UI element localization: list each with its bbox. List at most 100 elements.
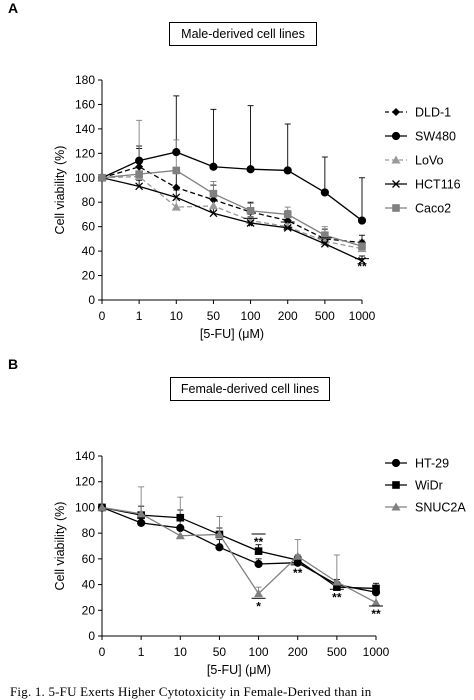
chart-0-point-Caco2 xyxy=(321,231,329,240)
chart-1-significance-mark: ** xyxy=(254,535,264,549)
chart-1-y-tick-label: 40 xyxy=(82,578,96,592)
chart-1-point-WiDr xyxy=(254,547,263,555)
chart-0-x-tick-label: 200 xyxy=(278,309,298,323)
chart-0-series-line-Caco2 xyxy=(101,169,363,247)
chart-1-significance-mark: ** xyxy=(371,607,381,621)
chart-0-significance-mark: * xyxy=(323,239,328,253)
chart-0-legend-marker-SW480 xyxy=(391,131,401,141)
chart-1-legend-label: SNUC2A xyxy=(415,501,466,515)
chart-0-point-HCT116 xyxy=(209,209,218,218)
chart-1-legend-marker-WiDr xyxy=(392,481,400,489)
chart-1-x-tick-label: 50 xyxy=(213,645,227,659)
chart-1-point-WiDr xyxy=(293,556,302,564)
chart-0-point-Caco2 xyxy=(209,189,218,198)
chart-0-point-Caco2 xyxy=(283,210,292,219)
chart-0-x-tick-label: 50 xyxy=(207,309,221,323)
chart-0-y-tick-label: 120 xyxy=(75,146,95,160)
chart-1-point-HT-29 xyxy=(137,518,146,527)
chart-1-point-SNUC2A xyxy=(254,589,264,598)
chart-1-point-WiDr xyxy=(333,583,341,591)
chart-0-point-SW480 xyxy=(357,216,367,225)
panel-b-letter: B xyxy=(8,356,19,372)
chart-0-legend-marker-LoVo xyxy=(391,155,401,164)
chart-0-point-HCT116 xyxy=(283,223,292,232)
chart-0-x-tick-label: 10 xyxy=(170,309,184,323)
chart-1-x-tick-label: 1 xyxy=(138,645,145,659)
chart-1-legend-marker-HT-29 xyxy=(391,458,401,468)
chart-1-point-SNUC2A xyxy=(332,577,342,586)
chart-0-point-LoVo xyxy=(208,201,218,210)
chart-1-point-SNUC2A xyxy=(136,509,146,518)
chart-1-point-HT-29 xyxy=(254,559,263,569)
chart-0-legend-label: Caco2 xyxy=(415,202,451,216)
chart-1-significance-mark: ** xyxy=(293,566,303,580)
chart-1-point-SNUC2A xyxy=(97,502,107,511)
chart-0-y-tick-label: 0 xyxy=(88,293,95,307)
chart-0-point-HCT116 xyxy=(246,219,255,227)
chart-0-series-line-HCT116 xyxy=(101,177,363,262)
chart-0-series-line-DLD-1 xyxy=(101,166,363,244)
panel-a-letter: A xyxy=(8,0,19,16)
chart-0-point-SW480 xyxy=(135,156,144,165)
chart-0-y-tick-label: 100 xyxy=(75,171,95,185)
chart-0-legend-marker-HCT116 xyxy=(392,180,400,188)
chart-1-x-axis-label: [5-FU] (μM) xyxy=(207,663,271,677)
chart-0-point-DLD-1 xyxy=(135,162,144,171)
chart-1-x-tick-label: 0 xyxy=(99,645,106,659)
chart-1-y-axis-label: Cell viability (%) xyxy=(53,502,67,591)
chart-0-legend-marker-DLD-1 xyxy=(392,108,400,116)
chart-1-point-SNUC2A xyxy=(214,529,224,538)
chart-0-x-tick-label: 100 xyxy=(241,309,261,323)
chart-a: 0 20 40 60 80 100 120 140 160 180 0 1 10 50 100 200 500 1… xyxy=(53,73,461,341)
chart-1-legend-label: WiDr xyxy=(415,479,443,493)
chart-0-legend-marker-Caco2 xyxy=(392,204,400,212)
chart-1-point-SNUC2A xyxy=(293,551,303,560)
chart-0-point-Caco2 xyxy=(135,170,143,178)
chart-a-title: Male-derived cell lines xyxy=(169,22,317,46)
chart-0-x-tick-label: 0 xyxy=(99,309,106,323)
chart-1-significance-mark: ** xyxy=(332,590,342,604)
chart-1-series-line-HT-29 xyxy=(101,506,377,593)
chart-0-point-HCT116 xyxy=(320,239,329,248)
chart-1-series-line-WiDr xyxy=(101,506,377,590)
chart-1-point-SNUC2A xyxy=(371,598,381,607)
chart-0-series-line-SW480 xyxy=(101,151,363,222)
figure-caption: Fig. 1. 5-FU Exerts Higher Cytotoxicity … xyxy=(10,684,372,699)
chart-0-point-SW480 xyxy=(246,165,255,174)
chart-1-y-tick-label: 0 xyxy=(88,629,95,643)
chart-0-point-LoVo xyxy=(171,202,181,211)
chart-0-point-SW480 xyxy=(283,166,292,175)
chart-0-significance-mark: * xyxy=(248,219,253,233)
chart-1-x-tick-label: 100 xyxy=(249,645,269,659)
chart-0-legend-label: SW480 xyxy=(415,130,456,144)
chart-1-legend-marker-SNUC2A xyxy=(391,502,401,511)
chart-1-point-SNUC2A xyxy=(175,531,185,540)
chart-1-y-tick-label: 140 xyxy=(75,449,95,463)
chart-0-legend-label: DLD-1 xyxy=(415,106,451,120)
chart-1-x-tick-label: 500 xyxy=(327,645,347,659)
chart-1-series-line-SNUC2A xyxy=(101,506,377,604)
chart-0-point-HCT116 xyxy=(135,182,144,191)
chart-1-y-tick-label: 60 xyxy=(82,552,96,566)
chart-0-legend-label: LoVo xyxy=(415,154,444,168)
chart-0-point-Caco2 xyxy=(98,173,106,182)
chart-0-y-axis-label: Cell viability (%) xyxy=(53,146,67,235)
chart-0-x-axis-label: [5-FU] (μM) xyxy=(200,327,264,341)
chart-1-significance-mark: * xyxy=(256,599,261,613)
chart-1-point-WiDr xyxy=(176,513,185,522)
chart-0-point-DLD-1 xyxy=(209,195,218,204)
chart-0-y-tick-label: 160 xyxy=(75,97,95,111)
chart-0-y-tick-label: 80 xyxy=(82,195,96,209)
chart-0-point-DLD-1 xyxy=(283,216,292,225)
chart-1-y-tick-label: 80 xyxy=(82,526,96,540)
chart-0-point-DLD-1 xyxy=(172,183,181,192)
chart-1-legend-label: HT-29 xyxy=(415,457,449,471)
chart-0-significance-mark: ** xyxy=(357,260,367,274)
chart-0-y-tick-label: 60 xyxy=(82,220,96,234)
chart-1-x-tick-label: 1000 xyxy=(363,645,390,659)
chart-1-point-WiDr xyxy=(372,584,380,593)
chart-0-significance-mark: ** xyxy=(283,223,293,237)
chart-b-title: Female-derived cell lines xyxy=(170,377,330,401)
